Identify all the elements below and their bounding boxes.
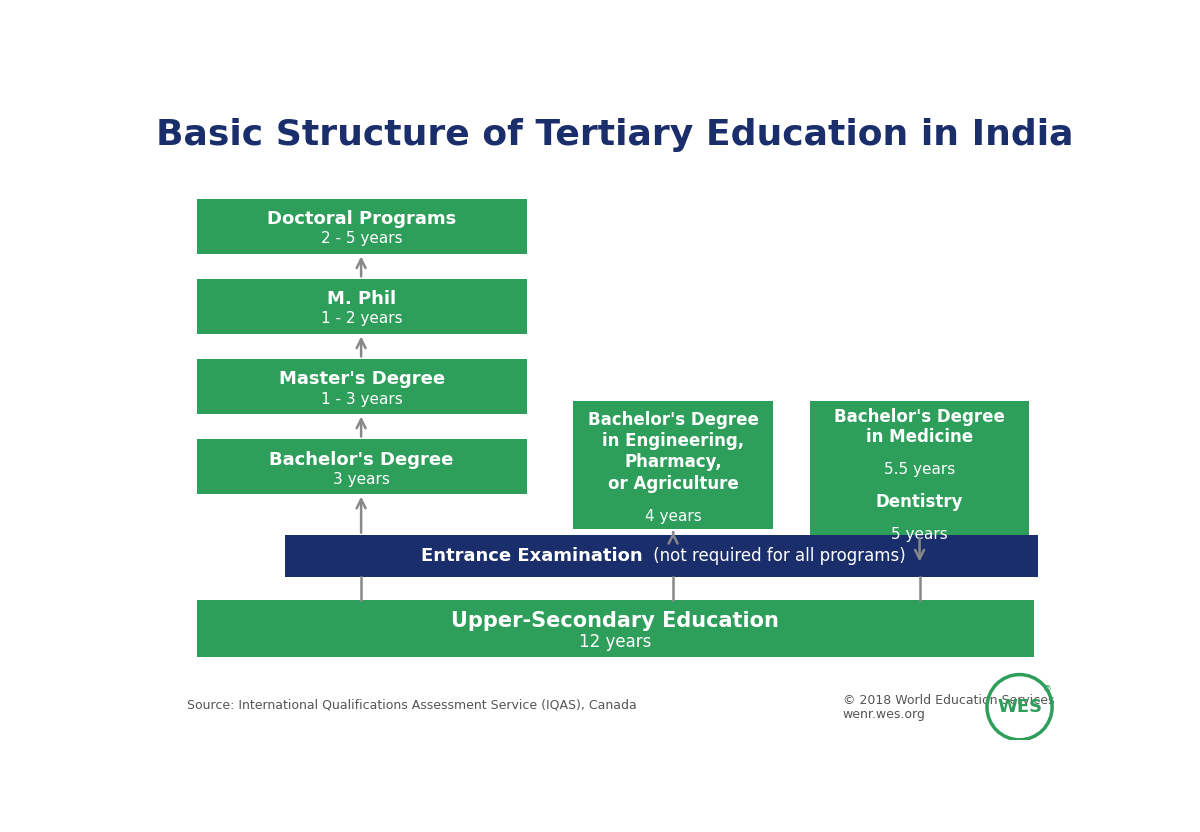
Text: wenr.wes.org: wenr.wes.org xyxy=(842,708,925,721)
Text: Doctoral Programs: Doctoral Programs xyxy=(266,210,456,228)
FancyBboxPatch shape xyxy=(574,401,773,529)
Text: Entrance Examination: Entrance Examination xyxy=(421,547,643,565)
Text: 1 - 3 years: 1 - 3 years xyxy=(320,392,402,407)
Text: Bachelor's Degree: Bachelor's Degree xyxy=(269,450,454,468)
Text: Source: International Qualifications Assessment Service (IQAS), Canada: Source: International Qualifications Ass… xyxy=(187,699,637,711)
Text: M. Phil: M. Phil xyxy=(328,290,396,309)
FancyBboxPatch shape xyxy=(197,199,527,254)
Text: 5.5 years: 5.5 years xyxy=(884,462,955,477)
Text: Bachelor's Degree
in Medicine: Bachelor's Degree in Medicine xyxy=(834,408,1006,447)
FancyBboxPatch shape xyxy=(197,600,1033,657)
FancyBboxPatch shape xyxy=(197,359,527,414)
Text: Dentistry: Dentistry xyxy=(876,493,964,511)
Text: Bachelor's Degree: Bachelor's Degree xyxy=(588,411,758,429)
Text: Pharmacy,: Pharmacy, xyxy=(624,453,722,472)
Text: ®: ® xyxy=(1043,685,1052,694)
FancyBboxPatch shape xyxy=(810,401,1028,564)
Text: WES: WES xyxy=(997,698,1042,716)
Text: 1 - 2 years: 1 - 2 years xyxy=(320,311,402,326)
FancyBboxPatch shape xyxy=(284,536,1038,577)
Text: (not required for all programs): (not required for all programs) xyxy=(648,547,905,565)
Text: 12 years: 12 years xyxy=(578,632,652,651)
FancyBboxPatch shape xyxy=(197,439,527,494)
Text: © 2018 World Education Services: © 2018 World Education Services xyxy=(842,694,1055,707)
FancyBboxPatch shape xyxy=(197,280,527,334)
Text: 3 years: 3 years xyxy=(334,472,390,487)
Text: Master's Degree: Master's Degree xyxy=(278,370,445,389)
Text: in Engineering,: in Engineering, xyxy=(602,433,744,450)
Text: 2 - 5 years: 2 - 5 years xyxy=(320,231,402,246)
Text: Upper-Secondary Education: Upper-Secondary Education xyxy=(451,611,779,631)
Text: or Agriculture: or Agriculture xyxy=(607,474,738,493)
Text: Basic Structure of Tertiary Education in India: Basic Structure of Tertiary Education in… xyxy=(156,118,1074,152)
Text: 5 years: 5 years xyxy=(892,527,948,542)
Text: 4 years: 4 years xyxy=(644,508,702,524)
